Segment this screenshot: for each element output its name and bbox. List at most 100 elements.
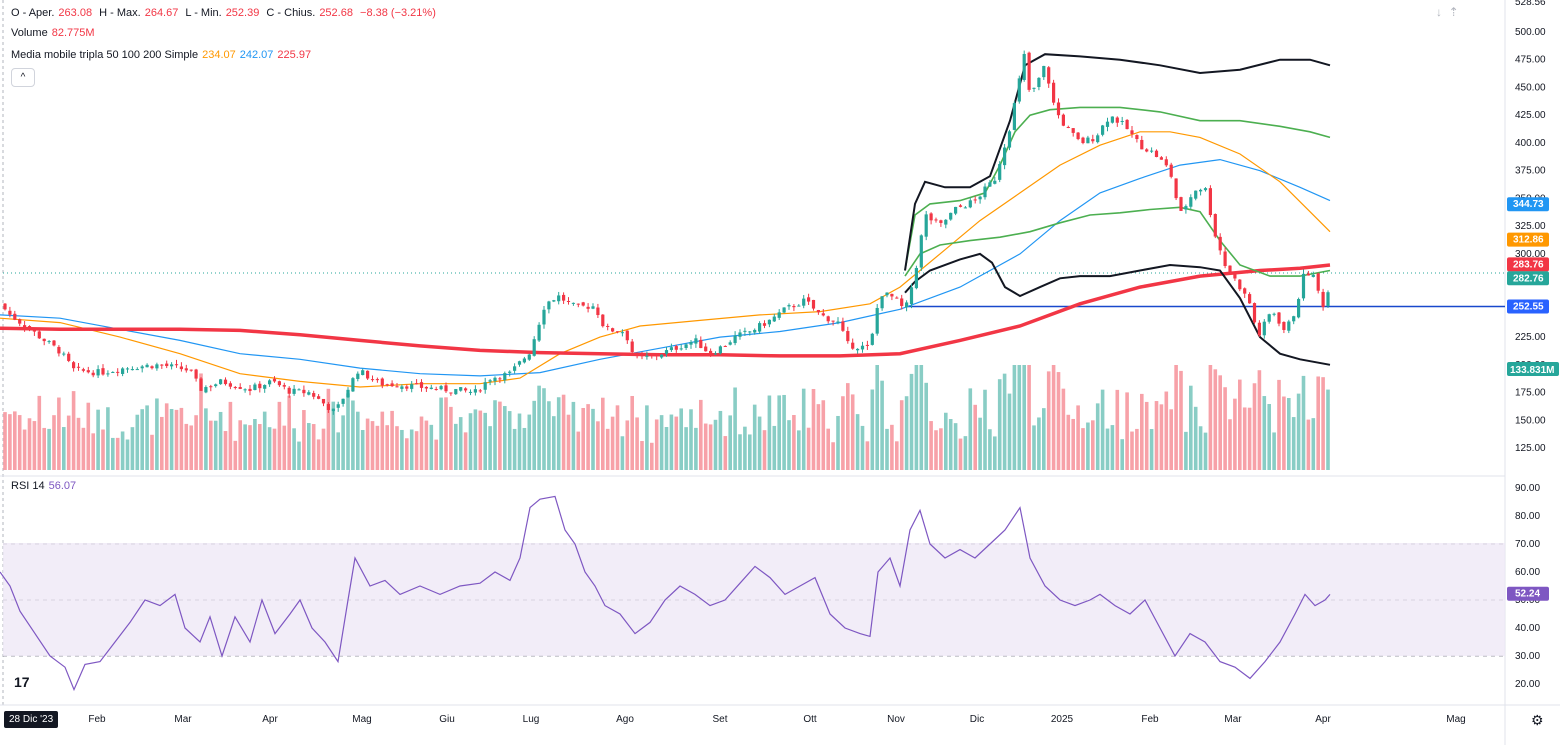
price-badge-label: 283.76 xyxy=(1513,259,1544,270)
volume-bar xyxy=(645,405,649,470)
chevron-up-icon[interactable]: ⇡ xyxy=(1448,5,1459,19)
candle-body xyxy=(272,378,277,382)
volume-bar xyxy=(1130,431,1134,470)
candle-body xyxy=(179,366,183,370)
price-badge-bg xyxy=(1507,299,1549,314)
candle-body xyxy=(802,298,806,306)
volume-bar xyxy=(924,382,928,470)
volume-bar xyxy=(1326,389,1330,470)
volume-bar xyxy=(527,414,532,470)
volume-bar xyxy=(228,401,233,470)
volume-bar xyxy=(356,411,360,470)
candle-body xyxy=(160,364,164,366)
candle-body xyxy=(1306,273,1310,276)
candle-body xyxy=(738,332,742,337)
volume-bar xyxy=(1321,377,1325,470)
time-tick-label: Mar xyxy=(1224,714,1242,725)
candle-body xyxy=(155,364,159,369)
candle-body xyxy=(811,299,816,309)
candle-body xyxy=(1150,150,1154,152)
candle-body xyxy=(767,319,771,325)
volume-bar xyxy=(66,415,71,470)
volume-bar xyxy=(1218,375,1222,470)
volume-legend: Volume 82.775M xyxy=(11,27,99,39)
volume-bar xyxy=(1105,428,1110,470)
volume-bar xyxy=(111,437,115,470)
volume-bar xyxy=(1095,403,1100,470)
rsi-tick-label: 60.00 xyxy=(1515,567,1540,578)
candle-body xyxy=(106,373,110,375)
candle-body xyxy=(630,341,634,353)
volume-bar xyxy=(414,431,419,470)
candle-body xyxy=(130,369,134,371)
candle-body xyxy=(664,350,669,354)
candle-body xyxy=(277,381,281,386)
candle-body xyxy=(709,350,713,355)
volume-bar xyxy=(1051,365,1056,470)
low-value: 252.39 xyxy=(225,7,260,19)
candle-body xyxy=(527,354,531,360)
chevron-down-icon[interactable]: ↓ xyxy=(1436,5,1442,19)
volume-bar xyxy=(135,414,140,470)
volume-bar xyxy=(223,431,228,470)
candle-body xyxy=(758,323,762,332)
candle-body xyxy=(282,385,286,387)
volume-bar xyxy=(57,397,61,470)
candle-body xyxy=(42,338,46,342)
candle-body xyxy=(449,392,453,394)
candle-body xyxy=(341,398,345,404)
candle-body xyxy=(292,388,296,394)
candle-body xyxy=(424,386,428,389)
price-tick-label: 225.00 xyxy=(1515,332,1546,343)
time-axis: Feb Mar Apr Mag Giu Lug Ago Set Ott Nov Dic 2025 Feb… xyxy=(88,714,1465,725)
candle-body xyxy=(464,388,468,391)
volume-bar xyxy=(973,404,977,470)
price-badge-label: 282.76 xyxy=(1513,273,1544,284)
candle-body xyxy=(699,339,703,349)
gear-icon[interactable]: ⚙ xyxy=(1531,712,1544,728)
volume-bar xyxy=(899,400,904,470)
candle-body xyxy=(32,330,36,332)
collapse-legend-button[interactable]: ^ xyxy=(11,68,35,87)
volume-bar xyxy=(537,385,541,470)
close-value: 252.68 xyxy=(319,7,353,19)
candle-body xyxy=(1056,102,1061,116)
volume-bar xyxy=(1282,396,1286,470)
candle-body xyxy=(596,307,600,316)
volume-bar xyxy=(238,420,242,470)
volume-bar xyxy=(625,420,630,470)
volume-bar xyxy=(13,411,17,470)
rsi-tick-label: 70.00 xyxy=(1515,539,1540,550)
ma50-value: 234.07 xyxy=(202,49,236,61)
candle-body xyxy=(170,364,174,367)
volume-bar xyxy=(640,441,644,470)
volume-bar xyxy=(297,441,301,470)
candle-body xyxy=(1066,126,1070,128)
price-badge-label: 344.73 xyxy=(1513,199,1544,210)
volume-bar xyxy=(556,397,561,470)
volume-bar xyxy=(3,412,7,470)
candle-body xyxy=(846,331,850,342)
volume-bar xyxy=(365,418,370,470)
candle-body xyxy=(243,389,247,391)
volume-bar xyxy=(934,430,938,470)
volume-bar xyxy=(1149,429,1154,470)
volume-bar xyxy=(91,433,95,470)
candle-body xyxy=(1194,190,1198,199)
volume-bar xyxy=(405,438,409,470)
price-tick-label: 475.00 xyxy=(1515,55,1546,66)
candle-body xyxy=(52,340,56,346)
candle-body xyxy=(1213,214,1217,237)
candle-body xyxy=(258,383,262,389)
volume-bar xyxy=(1277,379,1281,470)
candle-body xyxy=(841,321,845,331)
candle-body xyxy=(900,298,904,306)
candle-body xyxy=(689,342,693,345)
volume-bar xyxy=(458,417,463,470)
candle-body xyxy=(321,398,326,404)
candle-body xyxy=(655,355,659,357)
candle-body xyxy=(1007,131,1012,148)
volume-bar xyxy=(316,439,321,470)
candle-body xyxy=(762,323,767,326)
